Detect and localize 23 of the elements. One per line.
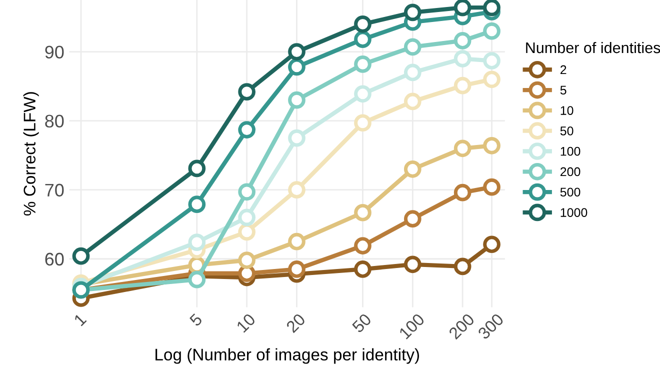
legend-label: 10 (560, 106, 574, 115)
x-tick-label: 50 (351, 312, 372, 334)
x-tick-label: 5 (189, 312, 203, 327)
legend-label: 2 (560, 65, 566, 74)
x-tick-label: 100 (398, 312, 426, 340)
legend-label: 50 (560, 126, 574, 136)
legend-label: 500 (560, 188, 580, 197)
x-tick-label: 20 (286, 312, 306, 334)
x-axis-title: Log (Number of images per identity) (156, 348, 420, 364)
legend-label: 200 (560, 167, 580, 176)
x-tick-label: 300 (477, 312, 504, 340)
legend-title: Number of identities (526, 42, 660, 54)
x-tick-label: 10 (236, 312, 256, 333)
legend-label: 100 (560, 146, 580, 156)
y-tick-label: 90 (45, 46, 64, 58)
y-tick-label: 60 (45, 252, 64, 266)
legend-label: 5 (560, 86, 566, 95)
y-tick-label: 70 (45, 184, 64, 197)
x-tick-label: 200 (448, 312, 476, 340)
y-tick-label: 80 (45, 114, 64, 128)
x-tick-label: 1 (74, 313, 87, 326)
legend-label: 1000 (560, 208, 588, 217)
y-axis-title: % Correct (LFW) (23, 92, 39, 216)
